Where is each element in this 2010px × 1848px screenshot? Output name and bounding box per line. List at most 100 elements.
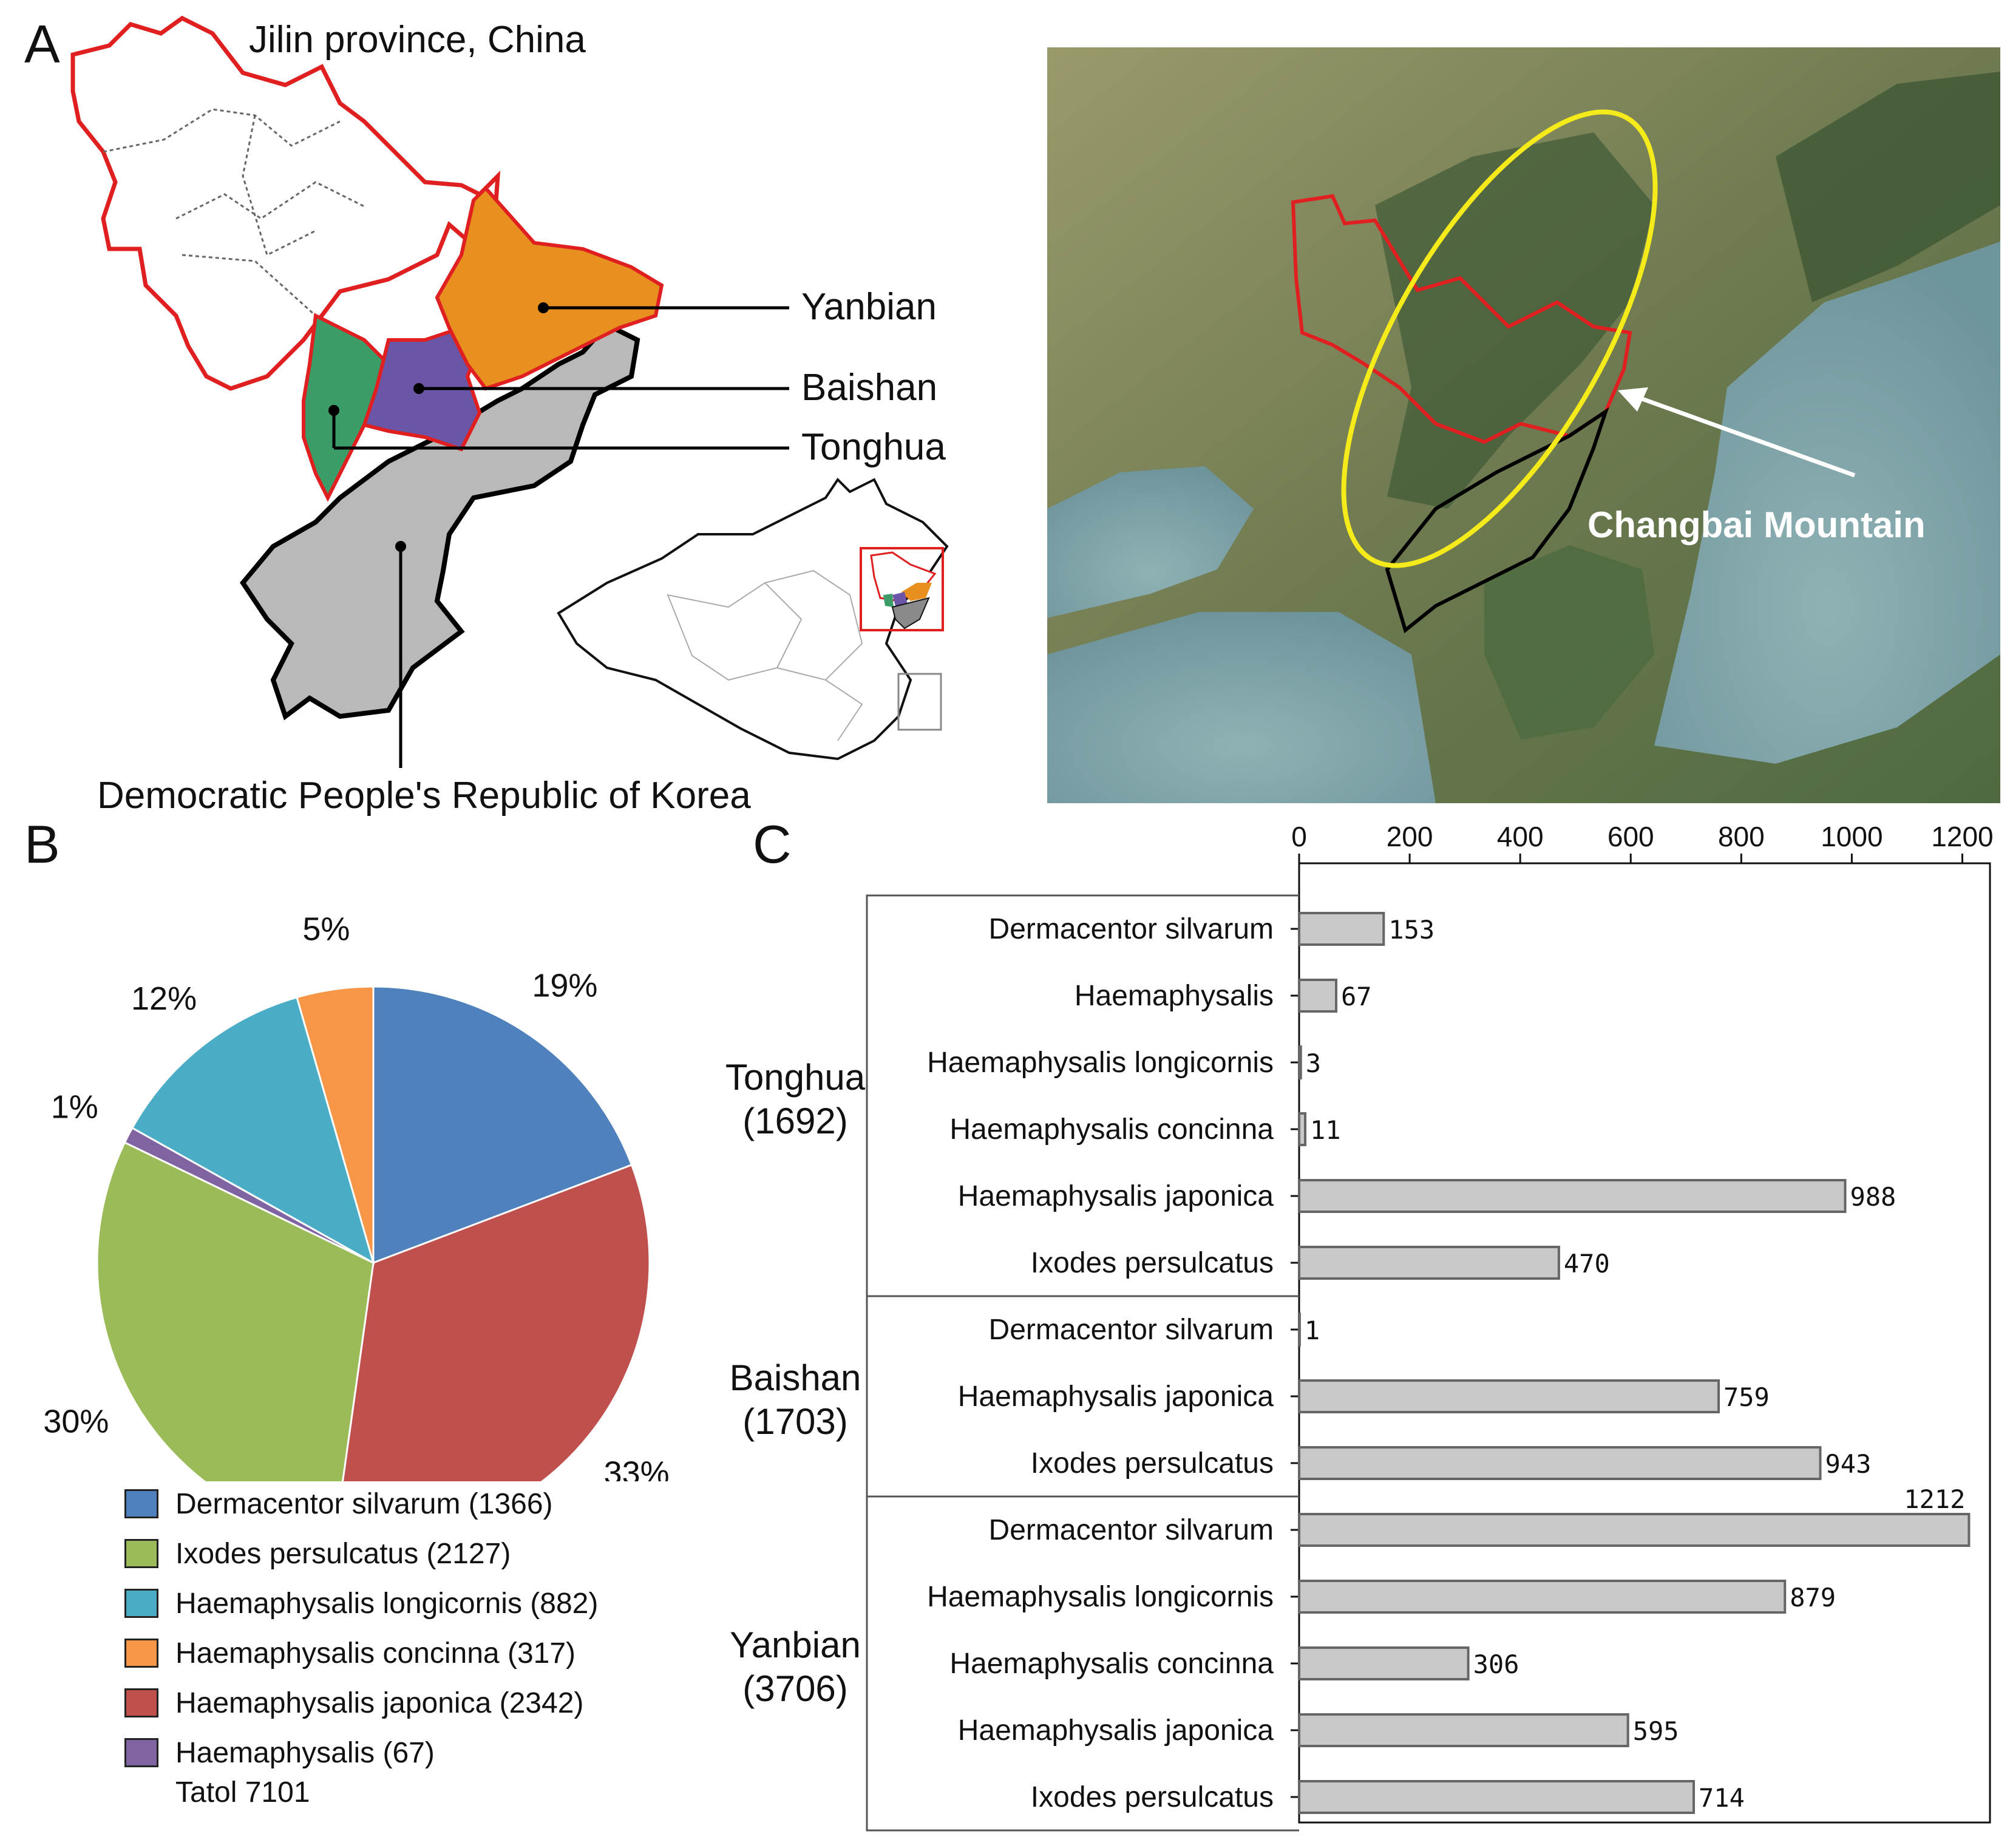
pie-percent-label: 19%: [532, 967, 597, 1004]
panel-label-a: A: [24, 14, 60, 74]
x-tick-label: 1000: [1821, 821, 1883, 852]
bar-value-label: 988: [1850, 1182, 1896, 1212]
legend-swatch: [124, 1489, 158, 1518]
region-label-yanbian: Yanbian: [801, 286, 937, 328]
bar-category-label: Haemaphysalis: [1075, 980, 1274, 1012]
legend-swatch: [124, 1688, 158, 1717]
bar-value-label: 1212: [1904, 1484, 1965, 1514]
group-name-label: Baishan: [730, 1357, 861, 1398]
relief-jilin-outline: [1291, 194, 1632, 444]
region-label-tonghua: Tonghua: [801, 426, 946, 468]
bar-category-label: Haemaphysalis japonica: [958, 1714, 1274, 1747]
pie-percent-label: 33%: [604, 1455, 670, 1481]
group-name-label: Tonghua: [725, 1057, 866, 1098]
bar-value-label: 595: [1633, 1716, 1679, 1746]
bar-value-label: 759: [1723, 1382, 1770, 1412]
changbai-ellipse: [1341, 109, 1658, 568]
pie-slice: [341, 1163, 651, 1481]
pie-percent-label: 5%: [302, 911, 350, 947]
yanbian-region: [435, 185, 664, 391]
bar-value-label: 153: [1388, 915, 1435, 945]
x-tick-label: 0: [1291, 821, 1307, 852]
legend-swatch: [124, 1539, 158, 1568]
bar-value-label: 3: [1306, 1048, 1321, 1078]
panel-label-c: C: [753, 814, 792, 874]
bar-category-label: Ixodes persulcatus: [1031, 1247, 1274, 1279]
bar: [1298, 1646, 1470, 1680]
x-tick-label: 400: [1497, 821, 1544, 852]
country-label-korea: Democratic People's Republic of Korea: [97, 775, 751, 817]
panel-label-b: B: [24, 814, 60, 874]
legend-item: Haemaphysalis (67): [124, 1734, 435, 1771]
bar-value-label: 306: [1473, 1649, 1519, 1679]
pie-slice: [372, 985, 633, 1265]
group-total-label: (1692): [742, 1101, 847, 1141]
region-label-baishan: Baishan: [801, 367, 938, 409]
bar: [1298, 1446, 1822, 1480]
bar-chart: 0 200 400 600 800 1000 1200 Dermacentor silvaru…: [725, 821, 1994, 1832]
bar: [1298, 1379, 1720, 1413]
bar-category-label: Haemaphysalis concinna: [949, 1113, 1274, 1146]
group-bracket: [866, 894, 1299, 1297]
bar: [1298, 1513, 1971, 1547]
map-title: Jilin province, China: [249, 19, 586, 61]
bar-value-label: 11: [1310, 1115, 1341, 1145]
legend-swatch: [124, 1738, 158, 1767]
bar: [1298, 1045, 1302, 1079]
bar: [1298, 1112, 1307, 1146]
bar-value-label: 943: [1825, 1449, 1872, 1479]
bar-category-label: Haemaphysalis japonica: [958, 1381, 1274, 1413]
bar: [1298, 1780, 1696, 1814]
x-tick-label: 1200: [1931, 821, 1993, 852]
legend-label: Dermacentor silvarum (1366): [175, 1487, 553, 1520]
bar-value-label: 714: [1699, 1783, 1745, 1813]
legend-label: Haemaphysalis (67): [175, 1736, 435, 1769]
relief-korea-outline: [1385, 407, 1609, 634]
bar-category-label: Dermacentor silvarum: [989, 1514, 1274, 1546]
legend-label: Ixodes persulcatus (2127): [175, 1537, 511, 1570]
bar-category-label: Dermacentor silvarum: [989, 1314, 1274, 1346]
bar: [1298, 1246, 1560, 1280]
bar: [1298, 912, 1385, 946]
legend-item: Haemaphysalis japonica (2342): [124, 1685, 583, 1721]
bar: [1298, 1313, 1301, 1347]
legend-item: Haemaphysalis concinna (317): [124, 1635, 575, 1671]
tonghua-region: [302, 313, 391, 502]
group-total-label: (1703): [742, 1401, 847, 1442]
group-total-label: (3706): [742, 1668, 847, 1709]
yellow-sea: [1047, 612, 1436, 803]
sea-of-japan: [1654, 242, 2000, 764]
pie-percent-label: 30%: [43, 1403, 109, 1439]
bar-category-label: Haemaphysalis concinna: [949, 1648, 1274, 1680]
bar-value-label: 67: [1341, 982, 1372, 1011]
mountain-label: Changbai Mountain: [1587, 504, 1926, 545]
group-bracket: [866, 1495, 1299, 1832]
pie-percent-label: 12%: [131, 980, 197, 1017]
china-inset-map: [557, 477, 949, 761]
bar: [1298, 1179, 1847, 1213]
legend-swatch: [124, 1639, 158, 1668]
bar-value-label: 470: [1564, 1249, 1610, 1279]
pie-slice: [296, 985, 375, 1263]
bar-category-label: Haemaphysalis longicornis: [927, 1047, 1274, 1079]
bar: [1298, 979, 1337, 1013]
jilin-region-map: [70, 15, 949, 768]
x-tick-label: 800: [1718, 821, 1765, 852]
legend-item: Ixodes persulcatus (2127): [124, 1535, 511, 1572]
pie-total-label: Tatol 7101: [175, 1776, 310, 1809]
bar-category-label: Haemaphysalis longicornis: [927, 1581, 1274, 1613]
pie-percent-label: 1%: [51, 1089, 98, 1126]
legend-label: Haemaphysalis concinna (317): [175, 1637, 576, 1670]
jilin-province-outline: [70, 15, 501, 391]
bar-category-label: Dermacentor silvarum: [989, 913, 1274, 945]
pie-slice: [131, 996, 375, 1265]
bar-value-label: 879: [1790, 1583, 1836, 1612]
bar-value-label: 1: [1305, 1316, 1320, 1345]
legend-label: Haemaphysalis japonica (2342): [175, 1687, 584, 1719]
bar-category-label: Ixodes persulcatus: [1031, 1447, 1274, 1479]
legend-item: Haemaphysalis longicornis (882): [124, 1585, 598, 1622]
relief-map: [1047, 47, 2000, 803]
pie-slice: [96, 1141, 375, 1481]
bohai-sea: [1047, 466, 1254, 618]
bar: [1298, 1713, 1629, 1747]
